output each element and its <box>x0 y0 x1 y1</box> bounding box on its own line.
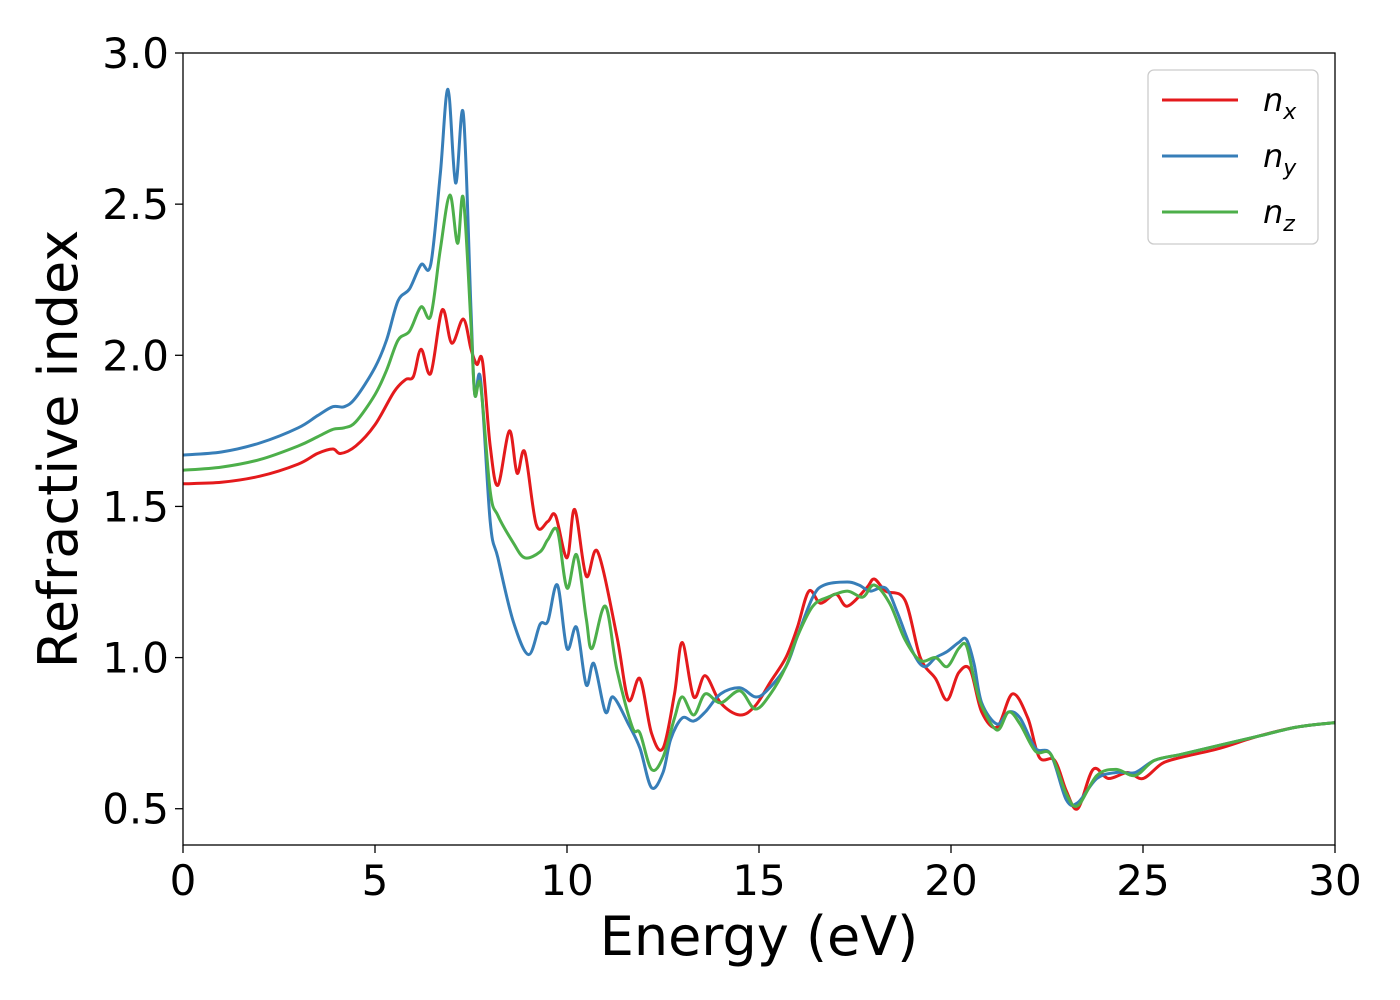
legend-label-n-x: nx <box>1263 81 1297 125</box>
x-axis-title: Energy (eV) <box>600 905 919 968</box>
y-tick-label: 3.0 <box>102 29 169 78</box>
x-tick-label: 15 <box>732 856 785 905</box>
series-line-n-z <box>183 193 1335 808</box>
y-axis: 0.5 1.0 1.5 2.0 2.5 3.0 <box>102 29 183 834</box>
x-tick-label: 0 <box>170 856 197 905</box>
legend-label-n-z: nz <box>1263 193 1295 237</box>
y-tick-label: 1.5 <box>102 482 169 531</box>
x-tick-label: 10 <box>540 856 593 905</box>
x-axis: 0 5 10 15 20 25 30 <box>170 845 1362 905</box>
legend-label-n-y: ny <box>1263 137 1297 181</box>
plot-lines <box>183 87 1335 811</box>
y-tick-label: 2.5 <box>102 180 169 229</box>
x-tick-label: 30 <box>1308 856 1361 905</box>
series-line-n-x <box>183 308 1335 811</box>
legend-label-subscript: z <box>1282 212 1295 237</box>
legend-label-subscript: x <box>1282 100 1297 125</box>
legend-label-base: n <box>1263 137 1283 175</box>
legend-label-base: n <box>1263 81 1283 119</box>
y-tick-label: 0.5 <box>102 785 169 834</box>
series-line-n-y <box>183 87 1335 808</box>
legend-label-subscript: y <box>1282 156 1297 181</box>
x-tick-label: 20 <box>924 856 977 905</box>
y-axis-title: Refractive index <box>27 230 90 669</box>
y-tick-label: 1.0 <box>102 634 169 683</box>
x-tick-label: 5 <box>362 856 389 905</box>
x-tick-label: 25 <box>1116 856 1169 905</box>
legend-label-base: n <box>1263 193 1283 231</box>
y-tick-label: 2.0 <box>102 331 169 380</box>
